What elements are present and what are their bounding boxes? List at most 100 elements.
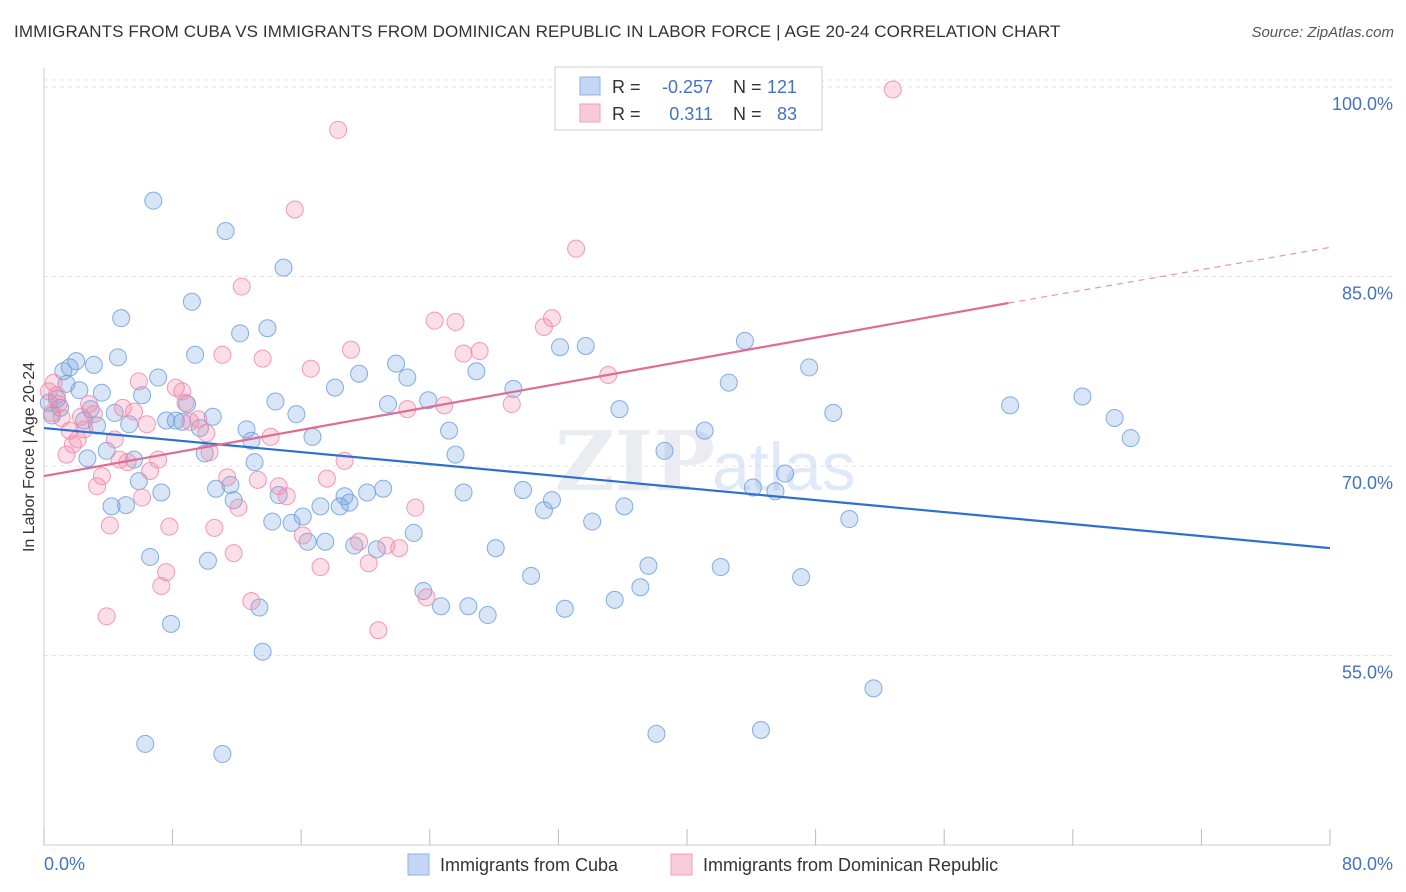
dominican-point (43, 403, 62, 422)
cuba-point (112, 309, 131, 328)
cuba-point (655, 441, 674, 460)
cuba-point (615, 497, 634, 516)
legend-r-value-dominican: 0.311 (669, 104, 713, 124)
cuba-point (1073, 387, 1092, 406)
cuba-point (404, 523, 423, 542)
chart-title: IMMIGRANTS FROM CUBA VS IMMIGRANTS FROM … (14, 22, 1061, 41)
cuba-point (335, 487, 354, 506)
cuba-point (186, 345, 205, 364)
dominican-point (329, 120, 348, 139)
dominican-point (152, 577, 171, 595)
dominican-point (406, 498, 425, 517)
dominican-point (317, 469, 336, 488)
cuba-point (522, 566, 541, 585)
dominican-trend-line (43, 301, 1009, 478)
cuba-point (432, 597, 451, 616)
cuba-point (149, 368, 168, 387)
cuba-point (266, 392, 285, 411)
cuba-point (152, 483, 171, 502)
cuba-point (303, 427, 322, 446)
dominican-point (75, 420, 94, 439)
cuba-point (216, 221, 235, 240)
dominican-point (63, 435, 82, 454)
x-tick-label-min: 0.0% (44, 854, 85, 874)
cuba-point (840, 510, 859, 529)
cuba-point (102, 497, 121, 516)
dominican-point (342, 340, 361, 359)
cuba-point (776, 464, 795, 483)
dominican-trend-extension (1008, 246, 1331, 304)
dominican-point (157, 563, 176, 582)
cuba-point (576, 336, 595, 355)
dominican-point (129, 372, 148, 391)
x-tick-label-max: 80.0% (1342, 854, 1393, 874)
cuba-point (182, 292, 201, 311)
cuba-point (719, 373, 738, 392)
dominican-point (446, 312, 465, 331)
legend-n-label-dominican: N = (733, 104, 762, 124)
dominican-point (301, 359, 320, 378)
dominican-point (502, 395, 521, 414)
cuba-point (419, 391, 438, 410)
dominican-point (52, 408, 71, 427)
dominican-point (359, 554, 378, 573)
cuba-point (631, 578, 650, 597)
legend-r-label-cuba: R = (612, 77, 641, 97)
cuba-point (735, 331, 754, 350)
dominican-point (80, 395, 99, 414)
cuba-point (340, 493, 359, 512)
cuba-point (711, 558, 730, 577)
cuba-point (316, 532, 335, 551)
y-tick-label: 55.0% (1342, 662, 1393, 682)
dominican-point (293, 526, 312, 545)
cuba-point (379, 395, 398, 414)
cuba-point (203, 407, 222, 426)
series-cuba-points (39, 191, 1140, 764)
cuba-point (374, 479, 393, 498)
legend-n-value-dominican: 83 (777, 104, 797, 124)
trend-lines (43, 246, 1331, 550)
dominican-point (369, 621, 388, 640)
dominican-point (92, 467, 111, 486)
dominican-point (229, 498, 248, 517)
cuba-point (514, 480, 533, 499)
cuba-point (647, 724, 666, 743)
bottom-legend-label-dominican: Immigrants from Dominican Republic (703, 855, 998, 875)
dominican-point (197, 424, 216, 443)
legend-r-label-dominican: R = (612, 104, 641, 124)
dominican-point (425, 311, 444, 330)
dominican-point (567, 239, 586, 258)
cuba-point (542, 491, 561, 510)
dominican-point (176, 393, 195, 412)
cuba-point (398, 368, 417, 387)
cuba-point (800, 358, 819, 377)
cuba-point (78, 449, 97, 468)
dominican-point (277, 487, 296, 506)
cuba-point (60, 358, 79, 377)
legend-n-value-cuba: 121 (767, 77, 797, 97)
cuba-point (486, 539, 505, 558)
cuba-point (325, 378, 344, 397)
cuba-point (792, 568, 811, 587)
legend-n-label-cuba: N = (733, 77, 762, 97)
cuba-point (70, 381, 89, 400)
cuba-point (367, 540, 386, 559)
cuba-point (263, 512, 282, 531)
cuba-point (446, 445, 465, 464)
cuba-point (467, 362, 486, 381)
cuba-point (133, 386, 152, 405)
cuba-point (824, 403, 843, 422)
dominican-point (285, 200, 304, 219)
dominican-point (125, 402, 144, 421)
cuba-point (639, 556, 658, 575)
dominican-point (224, 544, 243, 563)
x-axis-ticks (43, 829, 1331, 845)
chart-source: Source: ZipAtlas.com (1251, 24, 1394, 41)
dominican-point (883, 80, 902, 99)
cuba-point (84, 355, 103, 374)
dominican-point (350, 532, 369, 551)
cuba-point (1105, 408, 1124, 427)
dominican-point (113, 398, 132, 417)
dominican-point (470, 342, 489, 361)
